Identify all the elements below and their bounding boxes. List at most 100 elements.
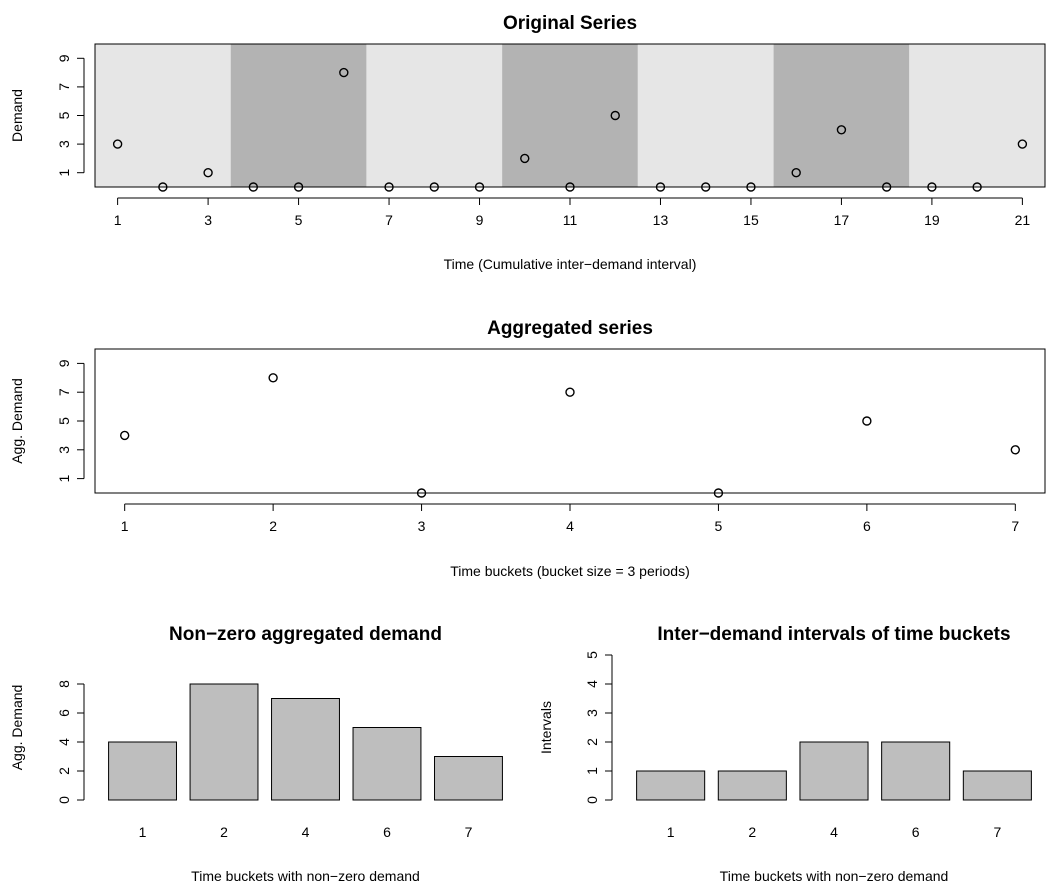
x-tick-label: 7 bbox=[993, 824, 1001, 840]
y-tick-label: 8 bbox=[56, 680, 72, 688]
y-tick-label: 7 bbox=[56, 388, 72, 396]
x-tick-label: 5 bbox=[295, 212, 303, 228]
y-tick-label: 1 bbox=[584, 767, 600, 775]
bucket-band bbox=[230, 44, 367, 187]
bar bbox=[271, 698, 340, 801]
x-tick-label: 4 bbox=[302, 824, 310, 840]
data-point bbox=[268, 373, 278, 383]
x-axis-label: Time (Cumulative inter−demand interval) bbox=[444, 256, 697, 272]
x-tick-label: 6 bbox=[863, 518, 871, 534]
data-point bbox=[610, 110, 620, 121]
bar bbox=[799, 741, 869, 801]
y-tick-label: 5 bbox=[584, 651, 600, 659]
x-tick-label: 3 bbox=[418, 518, 426, 534]
x-tick-label: 19 bbox=[924, 212, 940, 228]
y-tick-label: 2 bbox=[584, 738, 600, 746]
y-tick-label: 4 bbox=[56, 738, 72, 746]
x-tick-label: 1 bbox=[139, 824, 147, 840]
y-tick-label: 5 bbox=[56, 111, 72, 119]
x-tick-label: 7 bbox=[465, 824, 473, 840]
data-point bbox=[248, 182, 259, 192]
data-point bbox=[1010, 445, 1021, 455]
data-point bbox=[565, 182, 575, 192]
bucket-band bbox=[95, 44, 231, 187]
bucket-band bbox=[909, 44, 1045, 187]
data-point bbox=[881, 182, 892, 192]
x-tick-label: 5 bbox=[715, 518, 723, 534]
data-point bbox=[384, 182, 394, 192]
x-tick-label: 1 bbox=[667, 824, 675, 840]
bar bbox=[352, 727, 422, 801]
x-axis-label: Time buckets with non−zero demand bbox=[191, 868, 420, 884]
bucket-band bbox=[773, 44, 910, 187]
x-tick-label: 4 bbox=[566, 518, 574, 534]
x-tick-label: 1 bbox=[114, 212, 122, 228]
y-tick-label: 5 bbox=[56, 417, 72, 425]
data-point bbox=[713, 488, 724, 498]
bar bbox=[962, 770, 1032, 801]
bar bbox=[636, 770, 706, 801]
x-tick-label: 3 bbox=[204, 212, 212, 228]
data-point bbox=[119, 430, 130, 441]
x-axis-label: Time buckets with non−zero demand bbox=[720, 868, 949, 884]
data-point bbox=[520, 153, 530, 164]
x-tick-label: 15 bbox=[743, 212, 759, 228]
data-point bbox=[339, 67, 349, 78]
y-tick-label: 0 bbox=[56, 796, 72, 804]
x-tick-label: 2 bbox=[269, 518, 277, 534]
x-tick-label: 7 bbox=[385, 212, 393, 228]
y-tick-label: 1 bbox=[56, 474, 72, 482]
y-tick-label: 4 bbox=[584, 680, 600, 688]
data-point bbox=[655, 182, 666, 192]
x-tick-label: 6 bbox=[383, 824, 391, 840]
bucket-band bbox=[637, 44, 774, 187]
data-point bbox=[862, 416, 872, 426]
y-tick-label: 7 bbox=[56, 83, 72, 91]
y-tick-label: 9 bbox=[56, 359, 72, 367]
plot-box bbox=[94, 348, 1046, 494]
data-point bbox=[746, 182, 756, 192]
x-tick-label: 2 bbox=[748, 824, 756, 840]
y-tick-label: 3 bbox=[584, 709, 600, 717]
bucket-band bbox=[502, 44, 638, 187]
panel-4: Inter−demand intervals of time buckets Ti… bbox=[538, 624, 1032, 884]
chart-title: Non−zero aggregated demand bbox=[169, 624, 442, 645]
y-tick-label: 6 bbox=[56, 709, 72, 717]
panel-1: Original Series Time (Cumulative inter−de… bbox=[9, 13, 1046, 272]
data-point bbox=[429, 182, 439, 192]
data-point bbox=[158, 182, 168, 192]
bar bbox=[108, 741, 177, 801]
data-point bbox=[416, 488, 427, 498]
y-tick-label: 2 bbox=[56, 767, 72, 775]
y-tick-label: 9 bbox=[56, 54, 72, 62]
y-axis-label: Agg. Demand bbox=[9, 685, 25, 771]
data-point bbox=[701, 182, 711, 192]
y-axis-label: Agg. Demand bbox=[9, 378, 25, 464]
bar bbox=[434, 756, 503, 801]
x-tick-label: 7 bbox=[1011, 518, 1019, 534]
y-axis-label: Intervals bbox=[538, 701, 554, 754]
x-tick-label: 2 bbox=[220, 824, 228, 840]
y-tick-label: 0 bbox=[584, 796, 600, 804]
x-tick-label: 6 bbox=[912, 824, 920, 840]
bar bbox=[717, 770, 787, 801]
x-tick-label: 1 bbox=[121, 518, 129, 534]
bar bbox=[189, 683, 259, 801]
panel-3: Non−zero aggregated demand Time buckets w… bbox=[9, 624, 503, 884]
bucket-band bbox=[366, 44, 503, 187]
x-tick-label: 13 bbox=[653, 212, 669, 228]
data-point bbox=[203, 167, 213, 178]
data-point bbox=[112, 139, 123, 149]
bar bbox=[881, 741, 951, 801]
plot-box bbox=[94, 43, 1046, 188]
y-tick-label: 3 bbox=[56, 446, 72, 454]
x-tick-label: 4 bbox=[830, 824, 838, 840]
x-axis-label: Time buckets (bucket size = 3 periods) bbox=[450, 563, 690, 579]
x-tick-label: 21 bbox=[1015, 212, 1031, 228]
x-tick-label: 17 bbox=[834, 212, 850, 228]
x-tick-label: 9 bbox=[476, 212, 484, 228]
y-tick-label: 3 bbox=[56, 140, 72, 148]
data-point bbox=[927, 182, 937, 192]
data-point bbox=[1017, 139, 1028, 149]
